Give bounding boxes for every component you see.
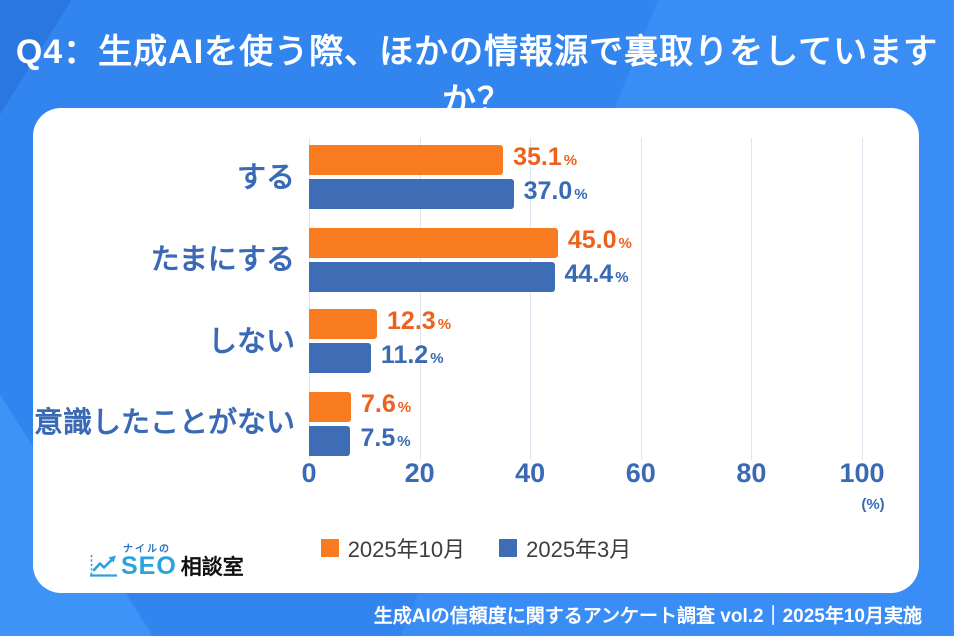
- gridline: [862, 138, 863, 460]
- value-percent-sign: %: [563, 152, 578, 169]
- value-label: 35.1%: [513, 143, 577, 172]
- gridline: [309, 138, 310, 460]
- value-label: 7.6%: [361, 390, 411, 419]
- page-title: Q4：生成AIを使う際、ほかの情報源で裏取りをしていますか？: [15, 33, 939, 120]
- value-label: 7.5%: [360, 424, 410, 453]
- value-number: 12.3: [387, 307, 436, 335]
- legend-label: 2025年3月: [526, 537, 632, 562]
- chart-card: 0 20 40 60 80 100 する 35.1% 37.0% たまにする 45.0% 44.4% し…: [33, 108, 919, 593]
- tick-label: 20: [404, 458, 435, 488]
- value-number: 35.1: [513, 143, 562, 171]
- value-number: 37.0: [523, 177, 573, 205]
- category-label: たまにする: [150, 244, 295, 276]
- value-number: 7.5: [360, 424, 396, 452]
- legend-swatch: [499, 539, 518, 557]
- value-percent-sign: %: [430, 350, 444, 367]
- value-percent-sign: %: [615, 269, 629, 286]
- trend-chart-icon: [90, 555, 117, 577]
- value-percent-sign: %: [397, 433, 411, 450]
- value-label: 44.4%: [565, 260, 629, 289]
- bar: [309, 228, 558, 258]
- tick-label: 60: [625, 458, 656, 488]
- value-number: 7.6: [361, 390, 396, 418]
- axis-unit-label: (%): [861, 496, 885, 513]
- logo-seo-text: SEO: [121, 552, 177, 580]
- legend-swatch: [320, 539, 339, 557]
- bar: [309, 179, 514, 209]
- logo-text: SEO 相談室: [121, 551, 244, 581]
- value-label: 45.0%: [568, 226, 632, 255]
- legend-label: 2025年10月: [347, 537, 466, 562]
- value-label: 11.2%: [381, 341, 444, 370]
- value-percent-sign: %: [618, 235, 632, 252]
- legend-item: 2025年3月: [499, 532, 631, 564]
- value-percent-sign: %: [397, 399, 412, 416]
- value-label: 37.0%: [524, 177, 588, 206]
- bar: [309, 426, 351, 456]
- tick-label: 80: [736, 458, 767, 488]
- bar: [309, 145, 504, 175]
- value-percent-sign: %: [574, 186, 588, 203]
- category-label: する: [236, 161, 295, 194]
- bar: [309, 309, 378, 339]
- bar: [309, 343, 371, 373]
- value-number: 44.4: [564, 260, 614, 288]
- bar: [309, 392, 352, 422]
- brand-logo: ナイルの SEO 相談室: [89, 540, 269, 586]
- logo-suffix-text: 相談室: [180, 556, 244, 579]
- value-percent-sign: %: [437, 316, 452, 333]
- value-label: 12.3%: [387, 307, 451, 336]
- bar-chart: 0 20 40 60 80 100 する 35.1% 37.0% たまにする 45.0% 44.4% し…: [33, 108, 919, 593]
- value-number: 11.2: [380, 341, 429, 369]
- tick-label: 0: [301, 458, 317, 488]
- tick-label: 100: [839, 458, 885, 488]
- footer-caption: 生成AIの信頼度に関するアンケート調査 vol.2｜2025年10月実施: [373, 606, 922, 627]
- bar: [309, 262, 555, 292]
- gridline: [751, 138, 753, 460]
- gridline: [640, 138, 642, 460]
- value-number: 45.0: [567, 226, 617, 254]
- legend-item: 2025年10月: [320, 532, 466, 564]
- category-label: 意識したことがない: [33, 407, 295, 439]
- category-label: しない: [207, 325, 295, 358]
- tick-label: 40: [515, 458, 546, 488]
